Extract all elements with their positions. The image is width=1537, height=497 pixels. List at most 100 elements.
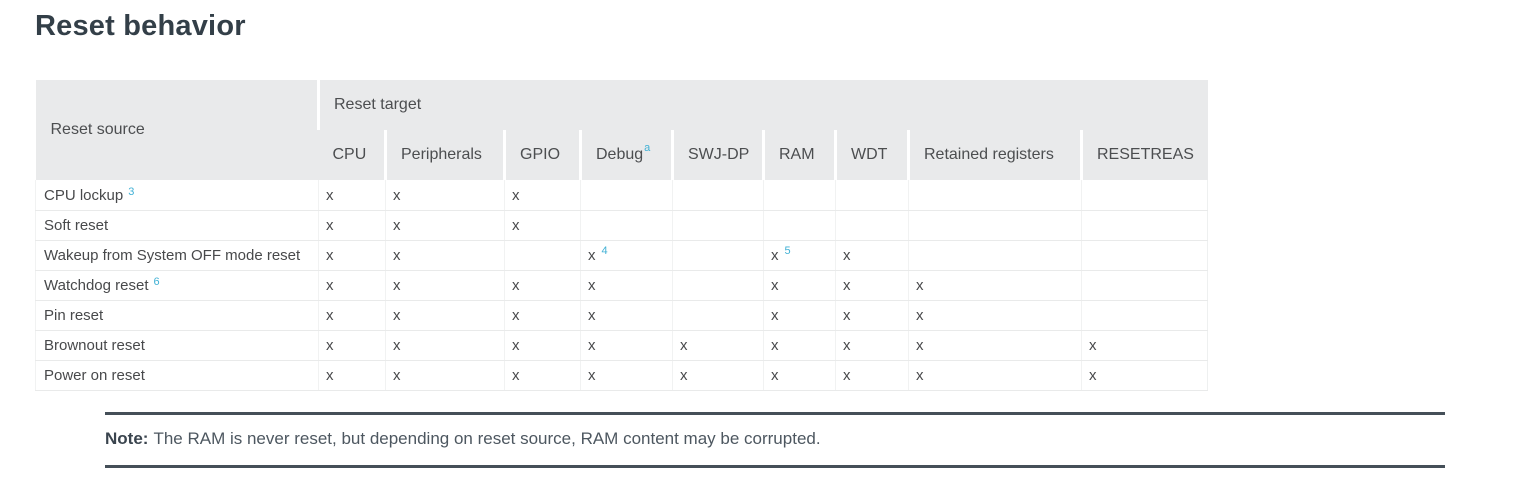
mark-cell xyxy=(835,210,909,241)
mark-cell: x xyxy=(385,180,505,211)
mark-cell: x xyxy=(908,300,1082,331)
reset-source-cell: CPU lockup 3 xyxy=(35,180,319,211)
mark-cell: x xyxy=(318,270,386,301)
table-body: CPU lockup 3 x x x Soft reset x x x Wakeup from S… xyxy=(35,180,1209,391)
mark-cell xyxy=(672,270,764,301)
mark-cell xyxy=(672,210,764,241)
column-header-label: RESETREAS xyxy=(1097,146,1194,164)
reset-source-cell: Watchdog reset 6 xyxy=(35,270,319,301)
table-row-power-on-reset: Power on reset x x x x x x x x x xyxy=(35,360,1209,391)
header-group-row: Reset source Reset target xyxy=(35,80,1208,181)
footnote-link-3[interactable]: 3 xyxy=(128,185,135,198)
mark-cell: x xyxy=(763,270,836,301)
reset-source-cell: Soft reset xyxy=(35,210,319,241)
mark-cell: x xyxy=(504,300,581,331)
mark-cell xyxy=(1081,300,1209,331)
mark-cell xyxy=(1081,240,1209,271)
mark: x xyxy=(326,276,334,294)
page-title: Reset behavior xyxy=(35,10,246,42)
mark-cell: x xyxy=(504,360,581,391)
column-header-wdt: WDT xyxy=(835,130,910,181)
mark: x xyxy=(326,216,334,234)
mark: x xyxy=(512,276,520,294)
mark-cell: x xyxy=(318,330,386,361)
footnote-link-a[interactable]: a xyxy=(644,142,651,155)
mark-cell: x xyxy=(318,180,386,211)
table-row-soft-reset: Soft reset x x x xyxy=(35,210,1209,241)
mark-cell: x xyxy=(672,360,764,391)
reset-source-label: Soft reset xyxy=(44,216,109,234)
content-area: Reset behavior Reset source Reset target… xyxy=(35,10,1445,468)
table-row-wakeup-from-system-off-mode-reset: Wakeup from System OFF mode reset x x x 4 x 5 x xyxy=(35,240,1209,271)
mark: x xyxy=(512,366,520,384)
reset-source-cell: Pin reset xyxy=(35,300,319,331)
mark-cell: x xyxy=(580,330,673,361)
mark: x xyxy=(771,366,779,384)
table-row-watchdog-reset: Watchdog reset 6 x x x x x x x xyxy=(35,270,1209,301)
mark-cell xyxy=(908,240,1082,271)
mark-cell xyxy=(672,300,764,331)
footnote-link-5[interactable]: 5 xyxy=(784,244,791,257)
column-header-gpio: GPIO xyxy=(504,130,582,181)
column-header-label: Peripherals xyxy=(401,146,482,164)
mark-cell: x xyxy=(908,270,1082,301)
mark-cell: x xyxy=(672,330,764,361)
mark: x xyxy=(771,276,779,294)
reset-source-label: Pin reset xyxy=(44,306,104,324)
reset-source-label: Wakeup from System OFF mode reset xyxy=(44,246,301,264)
mark-cell: x xyxy=(504,270,581,301)
mark-cell: x xyxy=(385,360,505,391)
mark: x xyxy=(588,336,596,354)
note-box: Note: The RAM is never reset, but dependi… xyxy=(105,411,1445,468)
mark: x xyxy=(393,216,401,234)
mark-cell: x xyxy=(385,300,505,331)
mark: x xyxy=(326,306,334,324)
table-row-pin-reset: Pin reset x x x x x x x xyxy=(35,300,1209,331)
mark-cell: x xyxy=(504,330,581,361)
mark: x xyxy=(393,366,401,384)
note-paragraph: Note: The RAM is never reset, but dependi… xyxy=(105,428,1435,450)
mark: x xyxy=(843,366,851,384)
reset-source-cell: Brownout reset xyxy=(35,330,319,361)
column-header-label: WDT xyxy=(851,146,888,164)
mark-cell: x xyxy=(835,300,909,331)
mark-cell: x xyxy=(763,300,836,331)
reset-source-cell: Wakeup from System OFF mode reset xyxy=(35,240,319,271)
mark: x xyxy=(843,246,851,264)
header-columns-row: CPU Peripherals GPIO Debuga SWJ-DP RAM WDT Reta… xyxy=(36,130,1208,181)
mark: x xyxy=(393,336,401,354)
column-header-retained-registers: Retained registers xyxy=(908,130,1083,181)
mark-cell: x xyxy=(763,360,836,391)
mark-cell xyxy=(580,180,673,211)
table-header: Reset source Reset target CPU Peripherals… xyxy=(35,80,1208,181)
column-header-label: SWJ-DP xyxy=(688,146,750,164)
mark-cell: x xyxy=(385,240,505,271)
mark: x xyxy=(680,366,688,384)
reset-source-label: Watchdog reset xyxy=(44,276,149,294)
mark: x xyxy=(588,246,596,264)
mark-cell: x xyxy=(318,240,386,271)
mark: x xyxy=(393,276,401,294)
mark-cell xyxy=(763,210,836,241)
mark-cell: x xyxy=(763,330,836,361)
mark-cell: x xyxy=(1081,330,1209,361)
reset-target-header: Reset target xyxy=(316,80,1208,131)
footnote-link-6[interactable]: 6 xyxy=(153,275,160,288)
mark-cell xyxy=(672,180,764,211)
column-header-debug: Debuga xyxy=(580,130,674,181)
mark-cell: x xyxy=(835,240,909,271)
column-header-resetreas: RESETREAS xyxy=(1081,130,1208,181)
mark-cell xyxy=(672,240,764,271)
mark: x xyxy=(680,336,688,354)
mark-cell: x xyxy=(580,360,673,391)
mark: x xyxy=(512,216,520,234)
mark-cell xyxy=(1081,270,1209,301)
footnote-link-4[interactable]: 4 xyxy=(601,244,608,257)
column-header-label: CPU xyxy=(332,146,367,164)
mark: x xyxy=(843,336,851,354)
mark-cell: x xyxy=(1081,360,1209,391)
mark: x xyxy=(771,336,779,354)
column-header-label: Debug xyxy=(596,146,644,164)
column-header-cpu: CPU xyxy=(318,130,387,181)
